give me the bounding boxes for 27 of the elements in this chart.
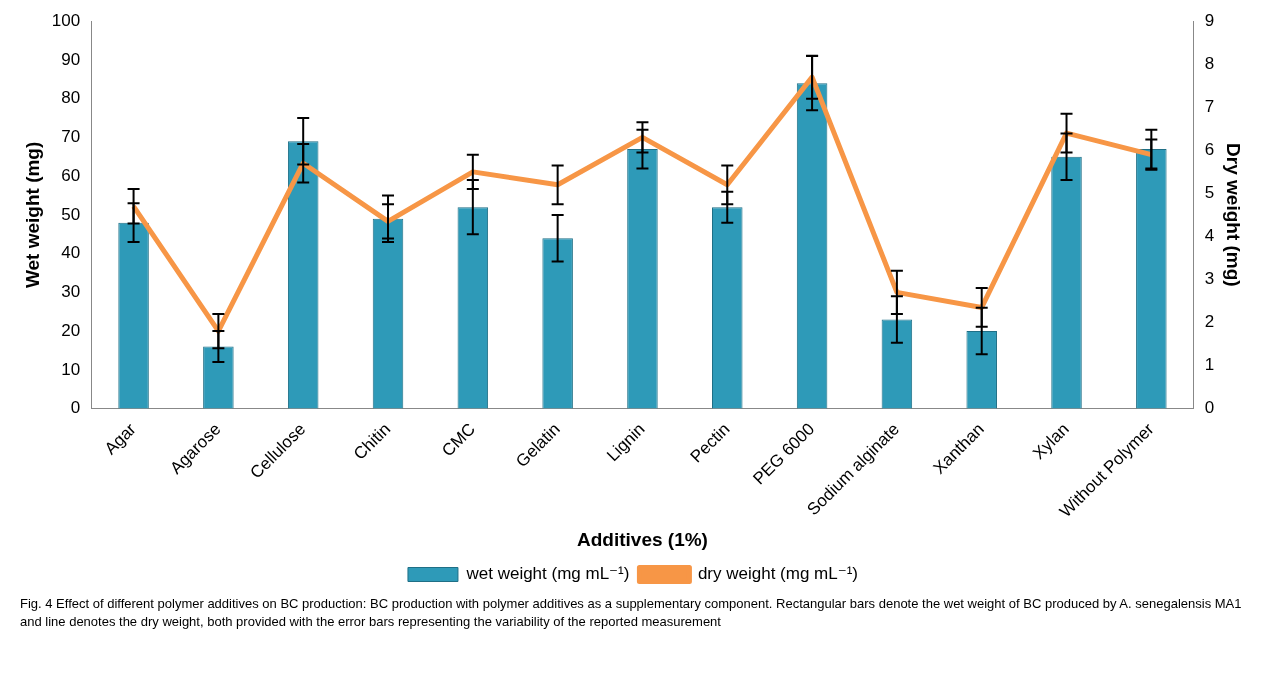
x-axis-title: Additives (1%) — [576, 528, 708, 550]
y-tick-label: 20 — [61, 320, 81, 340]
y-axis-title: Wet weight (mg) — [21, 141, 43, 289]
legend-label: wet weight (mg mL⁻¹) — [465, 564, 630, 584]
y2-tick-label: 2 — [1204, 312, 1215, 332]
y-tick-label: 100 — [51, 10, 81, 30]
y-tick-label: 10 — [61, 359, 81, 379]
y2-tick-label: 8 — [1204, 53, 1215, 73]
y2-tick-label: 4 — [1204, 226, 1215, 246]
y2-tick-label: 6 — [1204, 140, 1215, 160]
y-tick-label: 0 — [70, 398, 81, 418]
y-tick-label: 60 — [61, 165, 81, 185]
y-tick-label: 40 — [61, 243, 81, 263]
legend-label: dry weight (mg mL⁻¹) — [697, 564, 859, 584]
caption: Fig. 4 Effect of different polymer additives on BC production: BC production with polymer additives as a supplementary component. Rectangular bars denote the wet weight of BC produced by A. senegalensis MA1 and line denotes the dry weight, both provided with the error bars representing the variability of the reported measurement — [19, 595, 1243, 631]
y-tick-label: 70 — [61, 127, 81, 147]
y2-tick-label: 7 — [1204, 96, 1215, 116]
y2-tick-label: 9 — [1204, 10, 1215, 30]
y2-tick-label: 3 — [1204, 269, 1215, 289]
y2-axis-title: Dry weight (mg) — [1223, 143, 1245, 287]
y-tick-label: 50 — [61, 204, 81, 224]
y2-tick-label: 5 — [1204, 183, 1215, 203]
y2-tick-label: 0 — [1204, 398, 1215, 418]
y-tick-label: 30 — [61, 282, 81, 302]
y2-tick-label: 1 — [1204, 355, 1215, 375]
y-tick-label: 90 — [61, 49, 81, 69]
y-tick-label: 80 — [61, 88, 81, 108]
